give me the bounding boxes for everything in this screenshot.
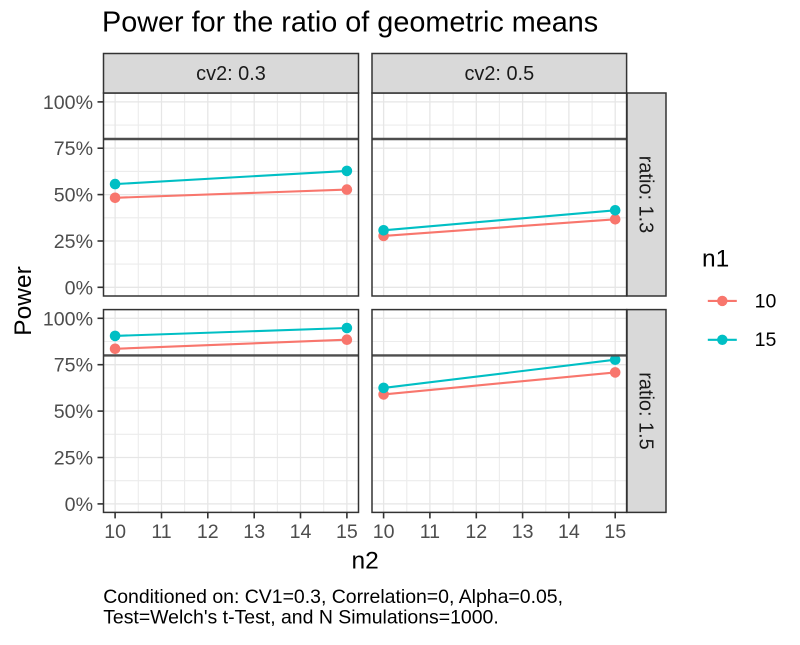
svg-text:100%: 100% [43,308,93,330]
svg-text:25%: 25% [54,231,93,253]
svg-text:ratio: 1.3: ratio: 1.3 [635,156,657,233]
svg-text:0%: 0% [65,494,93,516]
svg-text:11: 11 [151,521,171,543]
svg-text:Conditioned on: CV1=0.3, Corre: Conditioned on: CV1=0.3, Correlation=0, … [103,586,563,608]
svg-text:50%: 50% [54,401,93,423]
svg-text:n1: n1 [702,245,729,272]
svg-text:Power for the ratio of geometr: Power for the ratio of geometric means [102,6,598,38]
svg-text:15: 15 [755,329,777,351]
svg-text:14: 14 [290,521,312,543]
svg-text:12: 12 [465,521,487,543]
svg-text:0%: 0% [65,277,93,299]
svg-text:12: 12 [197,521,219,543]
svg-text:15: 15 [336,521,358,543]
svg-text:n2: n2 [351,548,378,575]
svg-text:14: 14 [558,521,580,543]
svg-text:100%: 100% [43,92,93,114]
svg-text:Test=Welch's t-Test, and N Sim: Test=Welch's t-Test, and N Simulations=1… [103,606,499,628]
svg-text:25%: 25% [54,448,93,470]
svg-text:75%: 75% [54,355,93,377]
svg-text:11: 11 [420,521,440,543]
svg-text:ratio: 1.5: ratio: 1.5 [635,372,657,449]
svg-text:13: 13 [243,521,265,543]
svg-text:cv2: 0.5: cv2: 0.5 [464,63,534,85]
svg-text:15: 15 [604,521,626,543]
svg-text:50%: 50% [54,185,93,207]
svg-text:10: 10 [373,521,395,543]
svg-text:cv2: 0.3: cv2: 0.3 [196,63,266,85]
svg-text:10: 10 [104,521,126,543]
svg-text:13: 13 [512,521,534,543]
svg-text:10: 10 [755,290,777,312]
svg-text:75%: 75% [54,138,93,160]
svg-text:Power: Power [10,266,37,335]
